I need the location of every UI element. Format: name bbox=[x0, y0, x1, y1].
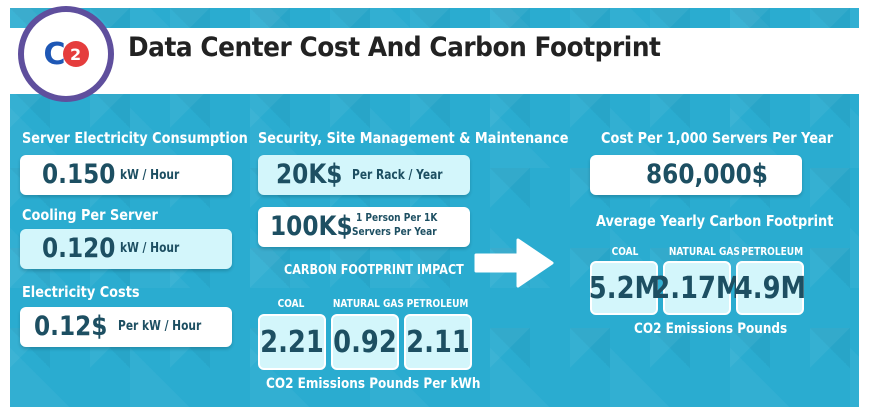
electricity-costs-unit: Per kW / Hour bbox=[118, 319, 202, 334]
mid-petroleum-label: PETROLEUM bbox=[406, 297, 469, 310]
mid-coal-label: COAL bbox=[277, 297, 305, 310]
right-coal-label: COAL bbox=[611, 245, 639, 258]
person-unit-line1: 1 Person Per 1K bbox=[356, 211, 438, 224]
electricity-costs-box bbox=[20, 307, 232, 347]
cost-value: 860,000$ bbox=[646, 159, 768, 190]
right-petroleum-label: PETROLEUM bbox=[741, 245, 804, 258]
person-unit-line2: Servers Per Year bbox=[352, 225, 437, 238]
logo-number: 2 bbox=[62, 41, 89, 67]
cooling-value: 0.120 bbox=[42, 233, 116, 264]
mid-petroleum-tile: 2.11 bbox=[404, 314, 472, 370]
electricity-costs-value: 0.12$ bbox=[34, 311, 108, 342]
arrow-right-icon bbox=[474, 238, 554, 288]
electricity-value: 0.150 bbox=[42, 159, 116, 190]
mid-coal-value: 2.21 bbox=[260, 324, 324, 360]
cooling-label: Cooling Per Server bbox=[22, 206, 158, 224]
right-petroleum-value: 4.9M bbox=[734, 270, 806, 306]
cooling-box bbox=[20, 229, 232, 269]
mid-gas-label: NATURAL GAS bbox=[332, 297, 404, 310]
person-value: 100K$ bbox=[270, 211, 353, 242]
header-bar bbox=[10, 28, 859, 94]
impact-label: CARBON FOOTPRINT IMPACT bbox=[284, 263, 464, 278]
electricity-unit: kW / Hour bbox=[120, 168, 180, 183]
security-label: Security, Site Management & Maintenance bbox=[258, 129, 569, 147]
right-petroleum-tile: 4.9M bbox=[734, 261, 806, 315]
cost-box bbox=[590, 155, 802, 195]
rack-unit: Per Rack / Year bbox=[352, 168, 443, 183]
electricity-box bbox=[20, 155, 232, 195]
carbon-label: Average Yearly Carbon Footprint bbox=[596, 212, 834, 230]
electricity-label: Server Electricity Consumption bbox=[22, 129, 248, 147]
cost-label: Cost Per 1,000 Servers Per Year bbox=[601, 129, 834, 147]
mid-gas-value: 0.92 bbox=[333, 324, 397, 360]
right-gas-tile: 2.17M bbox=[652, 261, 742, 315]
logo-letter: C bbox=[43, 36, 66, 72]
right-footer: CO2 Emissions Pounds bbox=[634, 321, 788, 337]
mid-coal-tile: 2.21 bbox=[258, 314, 326, 370]
mid-petroleum-value: 2.11 bbox=[406, 324, 470, 360]
electricity-costs-label: Electricity Costs bbox=[22, 283, 140, 301]
right-gas-value: 2.17M bbox=[652, 270, 742, 306]
person-box bbox=[258, 207, 470, 247]
cooling-unit: kW / Hour bbox=[120, 241, 180, 256]
rack-box bbox=[258, 155, 470, 195]
right-gas-label: NATURAL GAS bbox=[668, 245, 740, 258]
right-coal-tile: 5.2M bbox=[588, 261, 660, 315]
page-title: Data Center Cost And Carbon Footprint bbox=[128, 32, 661, 63]
mid-gas-tile: 0.92 bbox=[331, 314, 399, 370]
rack-value: 20K$ bbox=[276, 159, 343, 190]
co2-logo: C 2 bbox=[18, 6, 114, 102]
right-coal-value: 5.2M bbox=[588, 270, 660, 306]
mid-footer: CO2 Emissions Pounds Per kWh bbox=[266, 376, 481, 392]
